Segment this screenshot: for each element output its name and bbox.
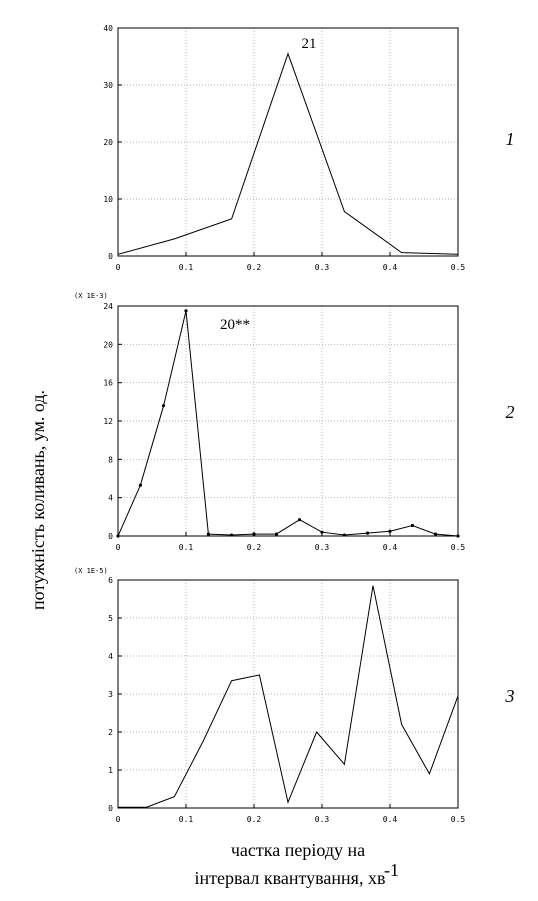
data-point [206, 532, 211, 536]
y-tick-label: 12 [103, 417, 113, 426]
y-scale-label: (X 1E-3) [74, 292, 108, 300]
series-line [118, 585, 459, 808]
x-tick-label: 0.1 [179, 263, 194, 272]
x-tick-label: 0.1 [179, 543, 194, 552]
data-point [320, 530, 324, 534]
x-axis-title-line1: частка періоду на [231, 840, 365, 860]
y-tick-label: 20 [103, 340, 113, 349]
y-tick-label: 16 [103, 379, 113, 388]
x-tick-label: 0 [116, 543, 121, 552]
x-tick-label: 0.1 [179, 815, 194, 824]
y-tick-label: 10 [103, 195, 113, 204]
panel-number: 2 [506, 402, 515, 422]
data-point [456, 534, 460, 538]
x-tick-label: 0.5 [451, 815, 466, 824]
y-tick-label: 0 [108, 804, 113, 813]
x-tick-label: 0.3 [315, 263, 330, 272]
x-tick-label: 0.3 [315, 543, 330, 552]
x-tick-label: 0.2 [247, 815, 262, 824]
data-point [274, 532, 279, 536]
y-axis-title: потужність коливань, ум. од. [28, 390, 48, 610]
data-point [161, 404, 166, 408]
y-tick-label: 1 [108, 766, 113, 775]
panel-3-chart: 0 0.1 0.2 0.3 0.4 0.5 0 1 2 3 4 5 6(X 1E-5) 3 [74, 567, 515, 824]
y-scale-label: (X 1E-5) [74, 567, 108, 575]
x-tick-label: 0.4 [383, 815, 398, 824]
series-line [117, 52, 459, 255]
x-tick-label: 0.4 [383, 543, 398, 552]
data-point [433, 532, 438, 536]
data-point [138, 483, 143, 487]
y-tick-label: 3 [108, 690, 113, 699]
y-tick-label: 24 [103, 302, 113, 311]
x-tick-label: 0 [116, 263, 121, 272]
y-tick-label: 8 [108, 455, 113, 464]
x-tick-label: 0.3 [315, 815, 330, 824]
x-axis-title-superscript: -1 [384, 860, 399, 880]
data-point [229, 533, 234, 537]
y-tick-label: 5 [108, 614, 113, 623]
y-tick-label: 4 [108, 652, 113, 661]
x-tick-label: 0.2 [247, 543, 262, 552]
y-tick-label: 20 [103, 138, 113, 147]
data-point [365, 531, 370, 535]
data-point [388, 529, 392, 533]
panel-2-chart: 0 0.1 0.2 0.3 0.4 0.5 0 4 8 12 16 20 24 (X 1E-3) 20** 2 [74, 292, 515, 552]
y-tick-label: 30 [103, 81, 113, 90]
y-tick-label: 40 [103, 24, 113, 33]
series-line [117, 310, 459, 537]
x-axis-title-line2: інтервал квантування, хв [195, 868, 386, 888]
panel-number: 1 [506, 129, 515, 149]
data-point [116, 534, 120, 538]
panel-number: 3 [505, 686, 515, 706]
data-point [297, 518, 302, 522]
x-tick-label: 0.4 [383, 263, 398, 272]
data-point [342, 533, 347, 537]
x-tick-label: 0 [116, 815, 121, 824]
x-tick-label: 0.5 [451, 263, 466, 272]
peak-annotation: 21 [302, 36, 317, 52]
data-point [410, 523, 415, 528]
y-tick-label: 4 [108, 494, 113, 503]
y-tick-label: 0 [108, 252, 113, 261]
x-tick-label: 0.5 [451, 543, 466, 552]
y-tick-label: 6 [108, 576, 113, 585]
peak-annotation: 20** [220, 317, 250, 333]
y-tick-label: 2 [108, 728, 113, 737]
data-point [184, 309, 188, 313]
panel-1-chart: 0 0.1 0.2 0.3 0.4 0.5 0 10 20 30 40 21 1 [103, 24, 514, 272]
y-tick-label: 0 [108, 532, 113, 541]
x-tick-label: 0.2 [247, 263, 262, 272]
data-point [252, 532, 256, 536]
